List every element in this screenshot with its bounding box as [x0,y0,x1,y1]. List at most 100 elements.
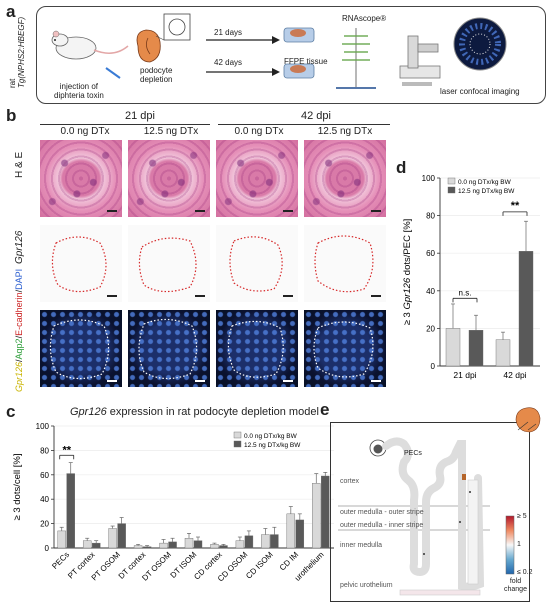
bar-cd-cortex-1 [219,545,228,549]
bar-cd-osom-0 [235,540,245,549]
bar-pt-cortex-1 [91,542,101,549]
pecs-label: PECs [404,450,422,457]
strain-text: Tg(NPHS2:HBEGF) [17,16,26,88]
bar-cd-im-0 [286,513,296,549]
fold-change-colorbar [505,515,515,575]
legend-label: 12.5 ng DTx/kg BW [458,188,515,195]
y-axis-label: ≥ 3 Gpr126 dots/PEC [%] [402,219,413,326]
region-cortex: cortex [340,478,360,485]
he-image-21-12 [128,140,210,217]
panel-d-label: d [396,158,407,177]
time2-text: 42 days [214,58,243,67]
bar-cd-osom-1 [244,535,254,549]
bar-cd-isom-1 [270,534,279,549]
y-tick-label: 60 [426,249,435,258]
bar-pt-osom-1 [117,523,126,549]
x-tick-label: CD IM [278,550,301,573]
ffpe-block-icon [283,27,315,79]
y-tick-label: 20 [426,324,435,333]
bar-pecs-0 [57,530,66,549]
bar-21-dpi-0 [445,328,461,367]
row-label-gpr126: Gpr126 [14,230,25,264]
glomerulus-icon [369,439,387,457]
y-tick-label: 80 [40,446,49,455]
bar-pecs-1 [66,473,75,549]
y-tick-label: 100 [422,174,436,183]
y-tick-label: 80 [426,212,435,221]
x-tick-label: CD ISOM [244,550,275,581]
region-pelvic-urothelium: pelvic urothelium [340,582,393,589]
rnascope-text: RNAscope® [342,14,387,23]
chart-c-title: Gpr126 expression in rat podocyte deplet… [70,406,319,418]
y-tick-label: 40 [426,287,435,296]
y-tick-label: 60 [40,471,49,480]
colorbar-min: ≤ 0.2 [517,569,533,576]
y-tick-label: 0 [431,362,436,371]
condition-1: 0.0 ng DTx [60,126,110,137]
bar-21-dpi-1 [468,330,484,367]
region-om-outer: outer medulla - outer stripe [340,509,424,516]
x-tick-label: PECs [50,550,71,571]
fluor-image-21-0 [40,310,122,387]
ffpe-text: FFPE tissue [284,57,328,66]
chart-c-title-rest: expression in rat podocyte depletion mod… [106,406,319,418]
step2-text: podocyte depletion [140,66,173,84]
condition-2: 12.5 ng DTx [143,126,199,137]
gpr126-image-21-0 [40,225,122,302]
timepoint-21-rule [40,124,210,125]
he-image-42-0 [216,140,298,217]
bar-cd-cortex-0 [210,544,219,549]
x-tick-label: 21 dpi [453,370,476,380]
gpr126-image-42-12 [304,225,386,302]
bar-dt-cortex-0 [133,545,143,549]
y-tick-label: 20 [40,520,49,529]
bar-urothelium-1 [321,475,330,549]
bar-dt-isom-0 [184,538,194,549]
fluor-image-42-12 [304,310,386,387]
legend-swatch [233,431,242,439]
significance-label: n.s. [459,288,472,297]
chart-d: 0 20 40 60 80 100 ≥ 3 Gpr126 dots/PEC [%] 21 dp… [402,174,540,380]
species-text: rat [8,78,17,88]
legend-swatch [447,177,456,185]
he-image-42-12 [304,140,386,217]
y-tick-label: 0 [45,544,50,553]
bar-dt-cortex-1 [142,546,152,549]
chart-c-title-gene: Gpr126 [70,406,107,418]
panel-e-label: e [320,400,330,419]
y-tick-label: 100 [36,422,50,431]
legend-label: 12.5 ng DTx/kg BW [244,442,301,449]
row-label-he: H & E [14,151,25,178]
colorbar-title: fold change [504,578,527,593]
legend-label: 0.0 ng DTx/kg BW [458,179,512,186]
timepoint-42-rule [218,124,390,125]
x-tick-label: 42 dpi [503,370,526,380]
y-axis-label: ≥ 3 dots/cell [%] [12,454,23,521]
timepoint-42: 42 dpi [301,110,331,122]
bar-urothelium-0 [312,483,321,549]
significance-label: ** [62,444,71,456]
bar-dt-osom-1 [168,541,177,549]
y-tick-label: 40 [40,495,49,504]
he-image-21-0 [40,140,122,217]
condition-3: 0.0 ng DTx [234,126,284,137]
kidney-corner-icon [515,407,541,433]
bar-cd-isom-0 [261,534,270,549]
gpr126-image-42-0 [216,225,298,302]
panel-c-label: c [6,402,16,421]
condition-4: 12.5 ng DTx [317,126,373,137]
rnascope-probe-icon [336,28,376,89]
bar-cd-im-1 [295,519,305,549]
colorbar-max: ≥ 5 [517,513,527,520]
bar-pt-osom-0 [108,528,117,549]
glomerulus-zoom-icon [163,13,191,41]
panel-a-schematic [51,13,507,89]
region-inner-medulla: inner medulla [340,542,383,549]
legend-label: 0.0 ng DTx/kg BW [244,433,298,440]
strain-label: rat Tg(NPHS2:HBEGF) [8,17,26,88]
imaging-text: laser confocal imaging [440,87,520,96]
bar-dt-osom-0 [159,542,168,549]
bar-dt-isom-1 [193,540,203,549]
fluor-image-42-0 [216,310,298,387]
